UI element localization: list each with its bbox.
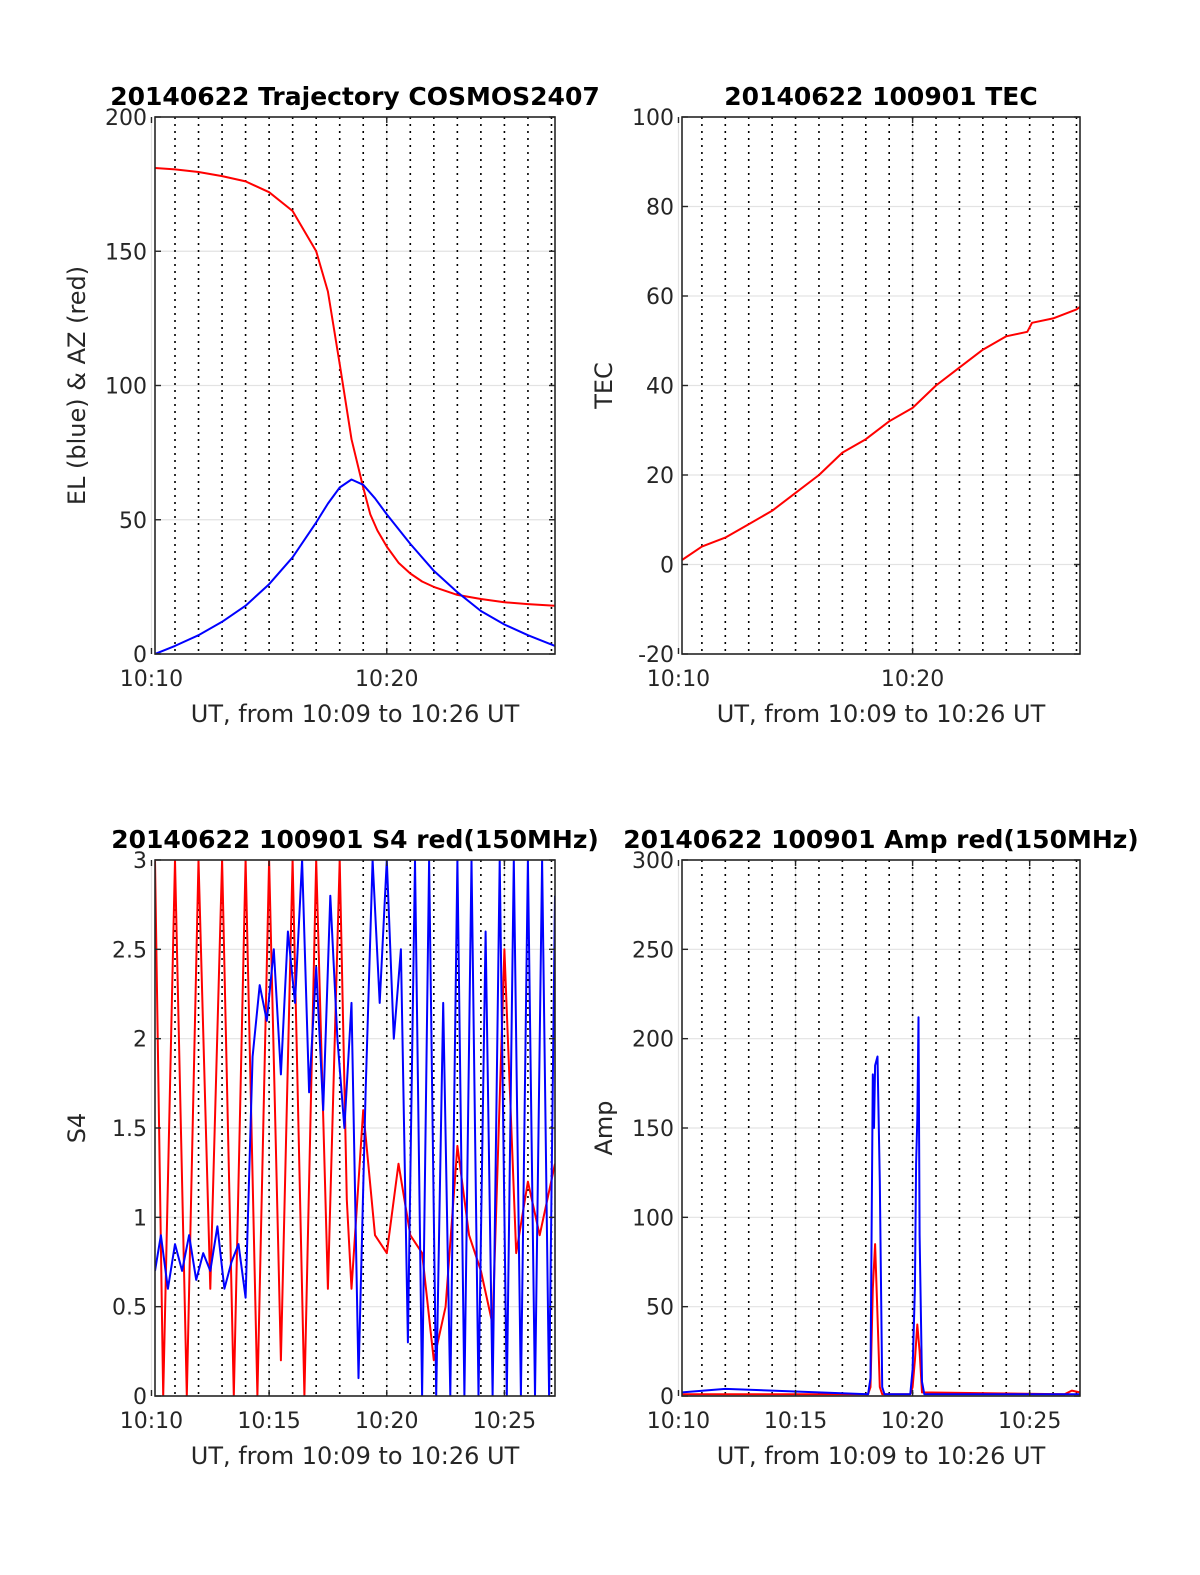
x-tick-label: 10:25 <box>998 1409 1061 1434</box>
x-tick-label: 10:10 <box>120 667 183 692</box>
series-line-tec <box>682 305 1080 561</box>
chart-panel-4: 0 50 100 150 200 250 300 10:10 10:15 10:20 10:25 20… <box>590 825 1139 1470</box>
y-tick-label: 1 <box>133 1206 147 1231</box>
y-tick-label: 1.5 <box>112 1117 147 1142</box>
x-tick-label: 10:20 <box>881 1409 944 1434</box>
y-tick-label: 80 <box>646 196 674 221</box>
x-axis-label: UT, from 10:09 to 10:26 UT <box>717 700 1046 728</box>
y-axis-label: S4 <box>63 1113 91 1144</box>
y-tick-label: 100 <box>632 106 674 131</box>
x-tick-label: 10:20 <box>881 667 944 692</box>
x-axis-label: UT, from 10:09 to 10:26 UT <box>191 700 520 728</box>
y-tick-label: 2 <box>133 1028 147 1053</box>
chart-title: 20140622 100901 TEC <box>724 82 1037 111</box>
x-tick-label: 10:20 <box>355 667 418 692</box>
y-tick-label: 60 <box>646 285 674 310</box>
y-axis-label: Amp <box>590 1100 618 1155</box>
y-axis-label: EL (blue) & AZ (red) <box>63 266 91 505</box>
y-tick-label: -20 <box>638 643 674 668</box>
y-tick-label: 150 <box>632 1117 674 1142</box>
y-tick-label: 40 <box>646 375 674 400</box>
y-tick-label: 0 <box>660 1385 674 1410</box>
chart-title: 20140622 Trajectory COSMOS2407 <box>110 82 600 111</box>
x-tick-label: 10:10 <box>647 667 710 692</box>
y-tick-label: 50 <box>646 1296 674 1321</box>
y-tick-label: 0 <box>133 1385 147 1410</box>
series-line-s4-red <box>155 860 555 1396</box>
y-tick-label: 0.5 <box>112 1296 147 1321</box>
y-tick-label: 250 <box>632 938 674 963</box>
x-tick-label: 10:10 <box>647 1409 710 1434</box>
chart-title: 20140622 100901 Amp red(150MHz) <box>623 825 1139 854</box>
x-tick-label: 10:20 <box>355 1409 418 1434</box>
x-tick-label: 10:15 <box>764 1409 827 1434</box>
x-tick-label: 10:25 <box>473 1409 536 1434</box>
y-tick-label: 100 <box>632 1206 674 1231</box>
y-tick-label: 20 <box>646 464 674 489</box>
y-tick-label: 0 <box>660 554 674 579</box>
y-tick-label: 300 <box>632 849 674 874</box>
y-tick-label: 2.5 <box>112 938 147 963</box>
series-line-amp-blue <box>682 1016 1080 1396</box>
series-line-s4-blue <box>155 860 555 1396</box>
y-axis-label: TEC <box>590 362 618 410</box>
y-tick-label: 0 <box>133 643 147 668</box>
x-axis-label: UT, from 10:09 to 10:26 UT <box>717 1442 1046 1470</box>
y-tick-label: 200 <box>105 106 147 131</box>
chart-panel-3: 0 0.5 1 1.5 2 2.5 3 10:10 10:15 10:20 10:25 2014062… <box>63 825 599 1470</box>
y-tick-label: 3 <box>133 849 147 874</box>
y-tick-label: 200 <box>632 1028 674 1053</box>
y-tick-label: 50 <box>119 509 147 534</box>
y-tick-label: 150 <box>105 240 147 265</box>
series-line-el <box>155 478 555 654</box>
chart-panel-2: -20 0 20 40 60 80 100 10:10 10:20 20140622 100901… <box>590 82 1081 728</box>
x-tick-label: 10:15 <box>237 1409 300 1434</box>
x-tick-label: 10:10 <box>120 1409 183 1434</box>
chart-title: 20140622 100901 S4 red(150MHz) <box>111 825 599 854</box>
chart-panel-1: 0 50 100 150 200 10:10 10:20 20140622 Trajector… <box>63 82 600 728</box>
y-tick-label: 100 <box>105 375 147 400</box>
x-axis-label: UT, from 10:09 to 10:26 UT <box>191 1442 520 1470</box>
